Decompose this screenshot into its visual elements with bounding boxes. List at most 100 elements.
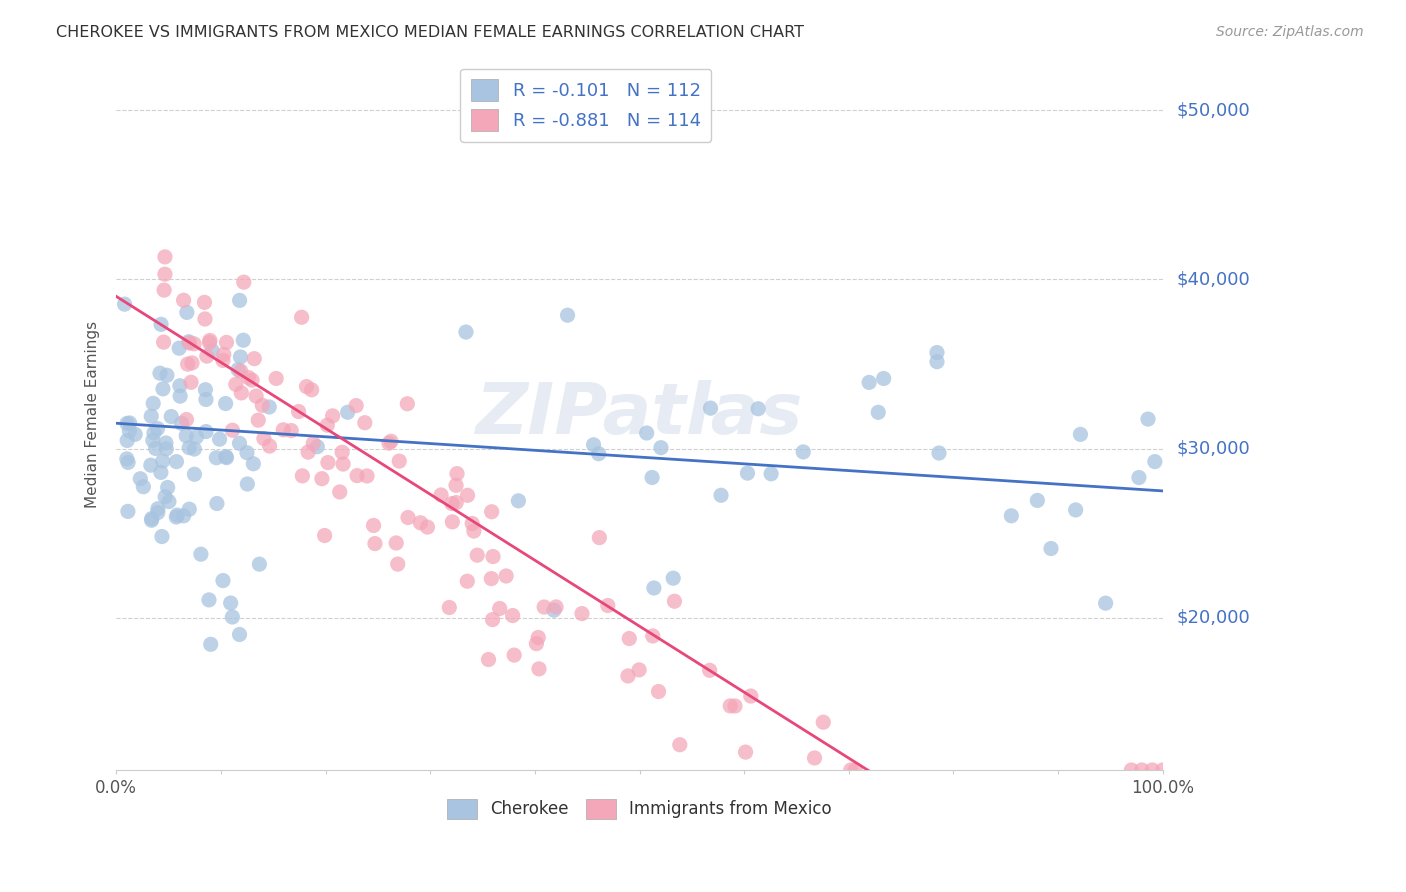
Point: [669, 738, 692, 752]
Point: [430, 488, 453, 502]
Point: [115, 434, 138, 448]
Point: [179, 502, 201, 516]
Point: [156, 480, 179, 494]
Point: [205, 450, 228, 465]
Point: [1069, 427, 1091, 442]
Point: [142, 396, 165, 410]
Point: [388, 454, 411, 468]
Point: [710, 488, 733, 502]
Point: [236, 477, 259, 491]
Point: [353, 416, 375, 430]
Text: $30,000: $30,000: [1177, 440, 1250, 458]
Point: [444, 495, 467, 509]
Text: $20,000: $20,000: [1177, 608, 1250, 627]
Point: [141, 409, 163, 424]
Point: [173, 508, 195, 523]
Point: [152, 335, 174, 350]
Text: Source: ZipAtlas.com: Source: ZipAtlas.com: [1216, 25, 1364, 39]
Point: [481, 505, 503, 519]
Point: [117, 455, 139, 469]
Point: [183, 336, 205, 351]
Point: [194, 383, 217, 397]
Point: [157, 494, 180, 508]
Point: [198, 334, 221, 348]
Point: [385, 536, 408, 550]
Text: $40,000: $40,000: [1177, 270, 1250, 288]
Point: [1137, 412, 1160, 426]
Point: [183, 467, 205, 482]
Point: [271, 423, 294, 437]
Point: [1040, 541, 1063, 556]
Point: [527, 631, 550, 645]
Point: [641, 470, 664, 484]
Point: [169, 389, 191, 403]
Point: [346, 468, 368, 483]
Point: [231, 385, 253, 400]
Point: [205, 496, 228, 510]
Point: [215, 335, 238, 350]
Point: [582, 438, 605, 452]
Point: [219, 596, 242, 610]
Point: [641, 629, 664, 643]
Point: [316, 456, 339, 470]
Point: [153, 250, 176, 264]
Point: [316, 418, 339, 433]
Point: [858, 376, 880, 390]
Point: [146, 421, 169, 435]
Point: [596, 599, 619, 613]
Point: [280, 424, 302, 438]
Point: [208, 432, 231, 446]
Point: [153, 490, 176, 504]
Point: [238, 370, 260, 384]
Point: [156, 368, 179, 383]
Point: [329, 485, 352, 500]
Point: [873, 371, 896, 385]
Point: [813, 715, 835, 730]
Point: [839, 763, 862, 777]
Point: [364, 536, 387, 550]
Point: [212, 347, 235, 361]
Point: [198, 335, 221, 350]
Point: [503, 648, 526, 662]
Point: [115, 451, 138, 466]
Point: [314, 528, 336, 542]
Point: [201, 343, 224, 358]
Point: [1128, 470, 1150, 484]
Point: [302, 436, 325, 450]
Point: [440, 497, 463, 511]
Point: [1130, 763, 1153, 777]
Point: [177, 334, 200, 349]
Point: [759, 467, 782, 481]
Point: [186, 430, 208, 444]
Point: [170, 417, 193, 431]
Point: [166, 508, 188, 522]
Point: [129, 472, 152, 486]
Point: [356, 469, 378, 483]
Point: [307, 440, 329, 454]
Point: [844, 763, 866, 777]
Point: [291, 310, 314, 325]
Point: [149, 466, 172, 480]
Point: [287, 404, 309, 418]
Point: [142, 425, 165, 440]
Point: [925, 345, 948, 359]
Point: [363, 518, 385, 533]
Point: [508, 493, 530, 508]
Point: [544, 599, 567, 614]
Point: [628, 663, 651, 677]
Point: [543, 603, 565, 617]
Point: [169, 378, 191, 392]
Point: [925, 354, 948, 368]
Point: [180, 376, 202, 390]
Legend: Cherokee, Immigrants from Mexico: Cherokee, Immigrants from Mexico: [440, 792, 838, 826]
Point: [214, 396, 236, 410]
Point: [179, 441, 201, 455]
Point: [146, 506, 169, 520]
Point: [747, 401, 769, 416]
Point: [1121, 763, 1143, 777]
Point: [215, 450, 238, 465]
Point: [118, 424, 141, 438]
Point: [803, 751, 825, 765]
Point: [650, 441, 672, 455]
Point: [259, 439, 281, 453]
